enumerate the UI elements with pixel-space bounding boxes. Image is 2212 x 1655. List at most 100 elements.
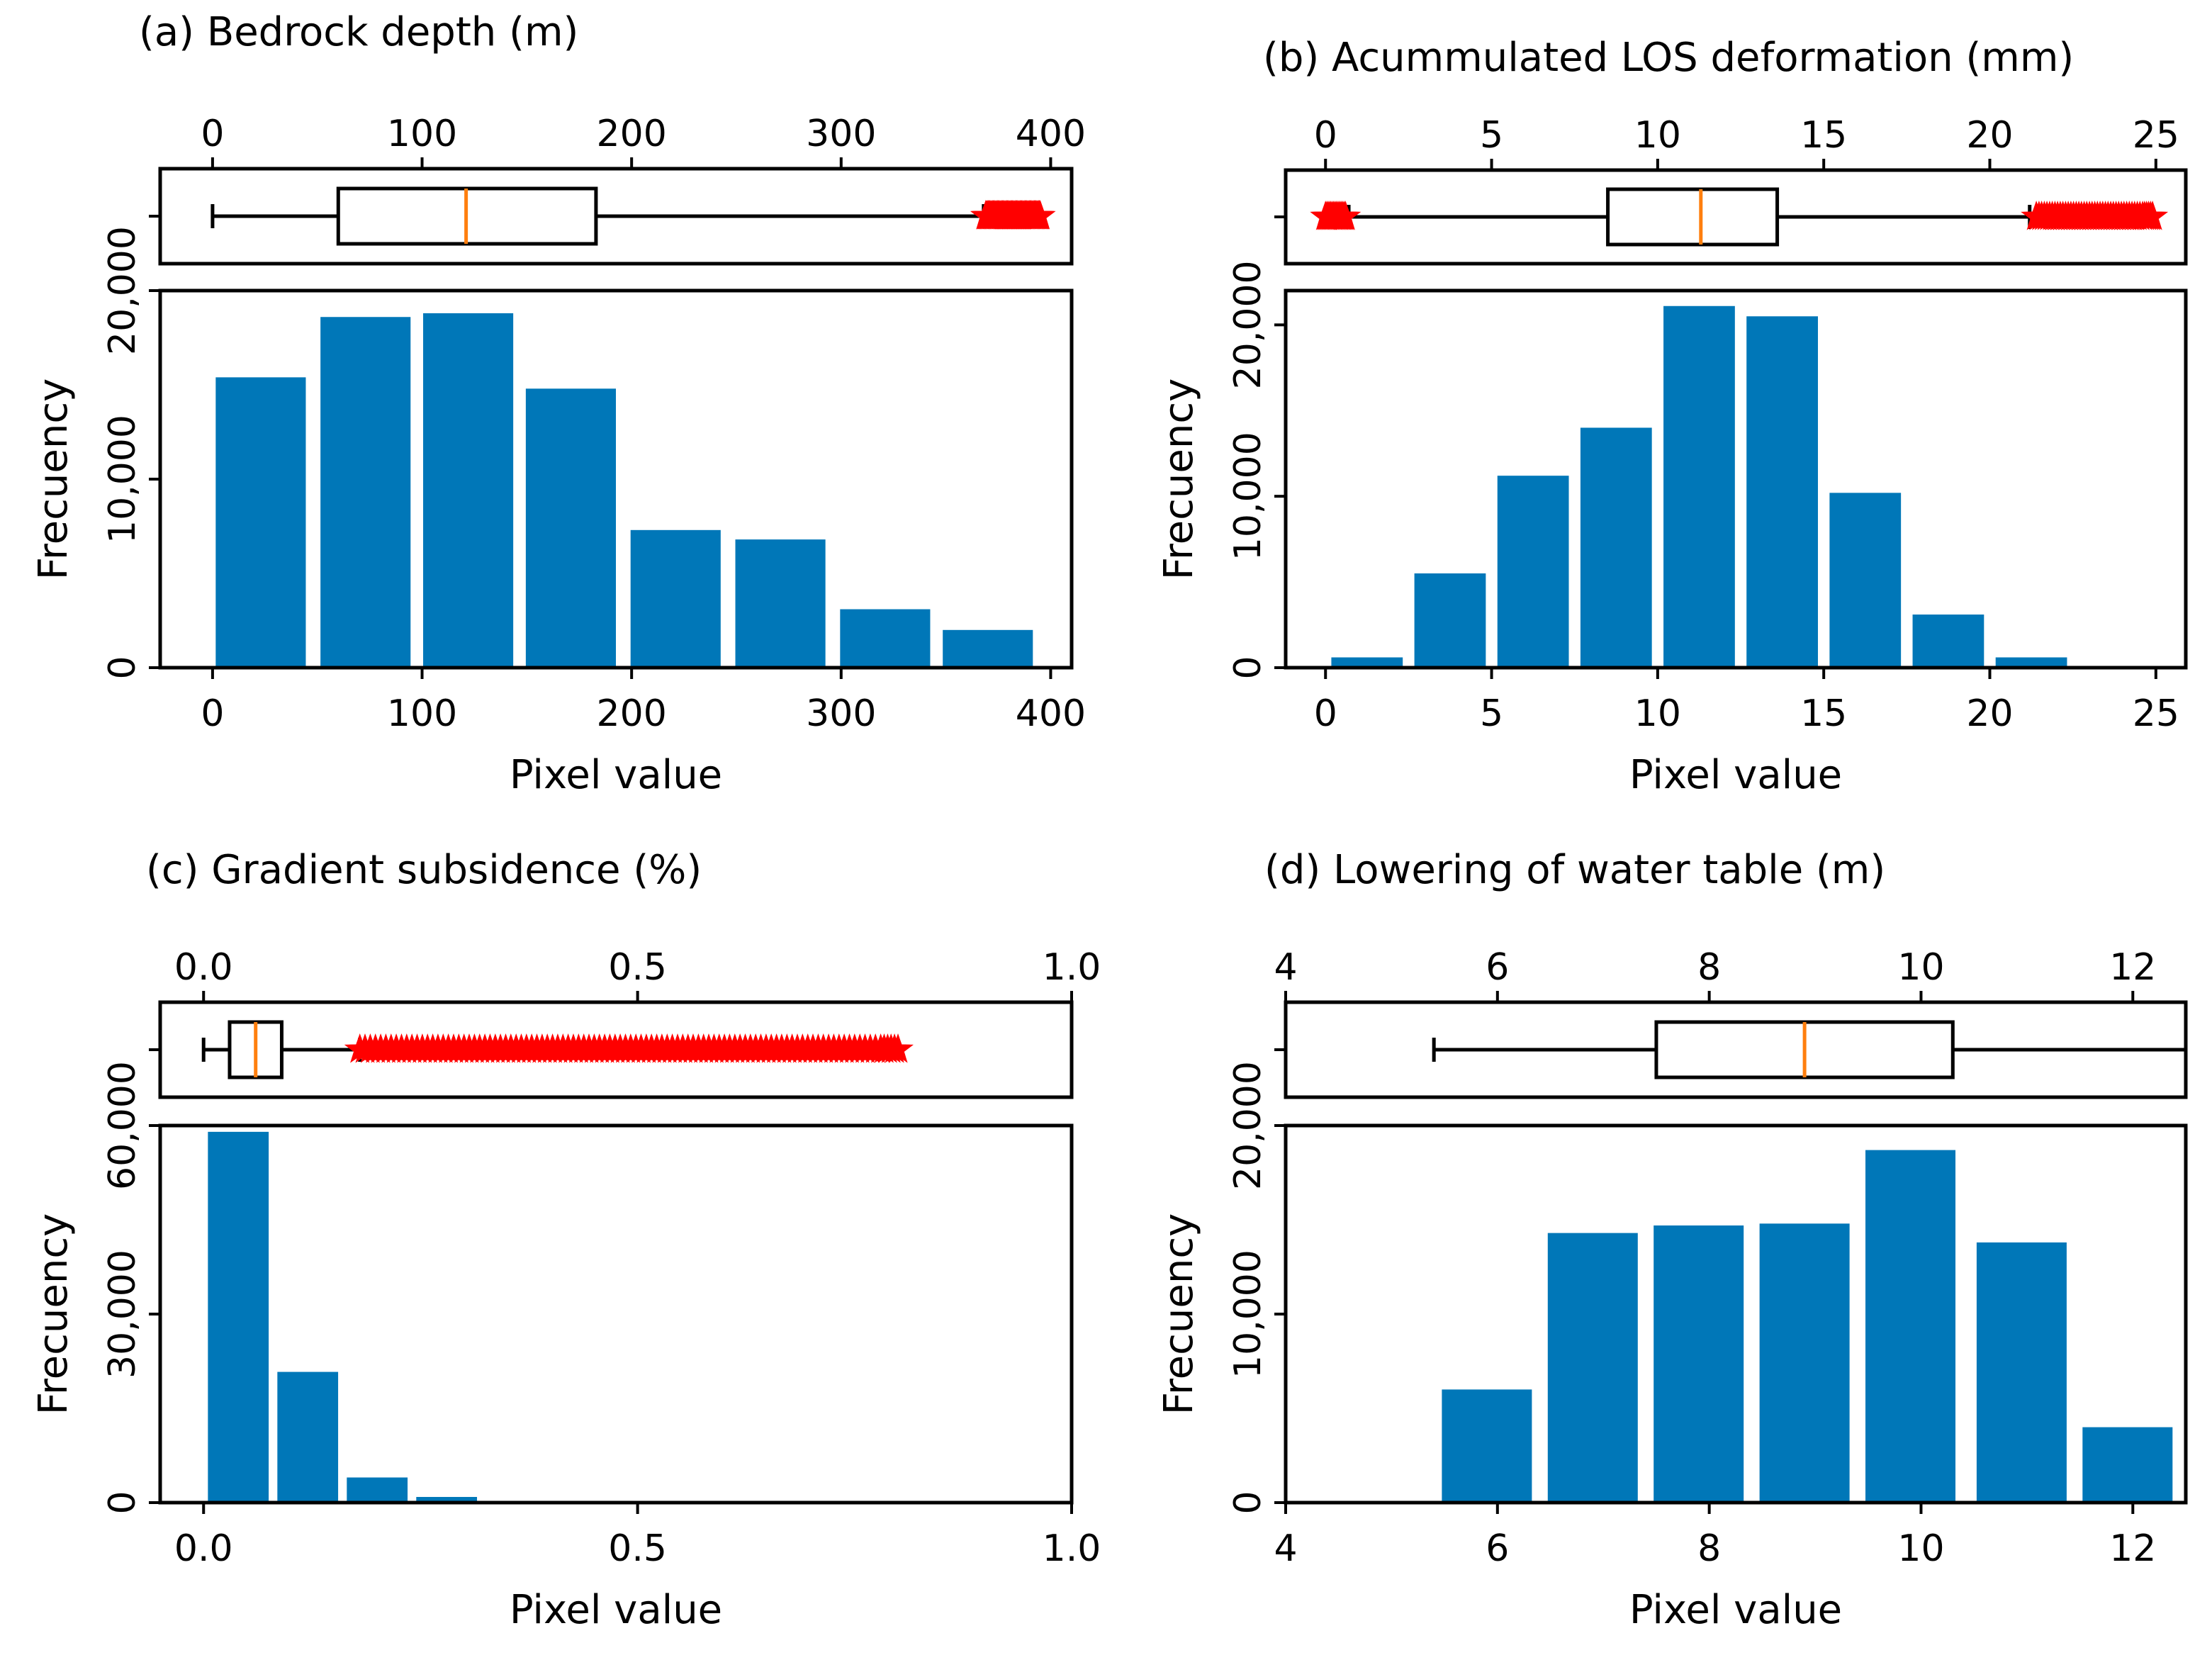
- top-x-tick-label: 300: [806, 113, 876, 155]
- panel-b: (b) Acummulated LOS deformation (mm) 0 5 10…: [1156, 35, 2188, 798]
- histogram-bar: [423, 313, 514, 668]
- histogram-bar: [208, 1131, 269, 1503]
- histogram-bar: [1580, 427, 1652, 668]
- flier-point: [1024, 199, 1056, 230]
- x-tick-label: 200: [597, 692, 667, 735]
- y-tick-label: 10,000: [101, 415, 144, 544]
- y-tick-label: 0: [101, 1491, 144, 1514]
- histogram: 0 100 200 300 400 0 10,000 20,000 Pixel value Fre…: [30, 226, 1086, 798]
- top-x-tick-label: 4: [1274, 946, 1297, 989]
- top-x-tick-label: 0: [1314, 114, 1337, 157]
- y-tick-label: 60,000: [101, 1061, 144, 1190]
- top-x-tick-label: 0: [201, 113, 224, 155]
- x-tick-label: 1.0: [1043, 1527, 1101, 1570]
- y-tick-label: 10,000: [1227, 1250, 1269, 1379]
- top-x-tick-label: 12: [2109, 946, 2156, 989]
- x-tick-label: 5: [1480, 692, 1503, 735]
- y-tick-label: 0: [1227, 1491, 1269, 1514]
- histogram-bar: [320, 317, 411, 668]
- histogram-bar: [735, 539, 826, 668]
- y-axis-label: Frecuency: [1156, 1213, 1202, 1415]
- x-tick-label: 0.5: [608, 1527, 667, 1570]
- histogram-bar: [1829, 493, 1902, 668]
- panel-title: (d) Lowering of water table (m): [1264, 847, 1885, 893]
- x-tick-label: 0: [1314, 692, 1337, 735]
- flier-point: [1330, 200, 1362, 230]
- x-tick-label: 4: [1274, 1527, 1297, 1570]
- x-tick-label: 8: [1697, 1527, 1721, 1570]
- panel-d: (d) Lowering of water table (m) 4 6 8 10 12 4 6…: [1156, 847, 2188, 1633]
- x-tick-label: 0.0: [174, 1527, 233, 1570]
- histogram-bar: [1995, 657, 2067, 668]
- x-axis-label: Pixel value: [1629, 1587, 1842, 1633]
- x-tick-label: 0: [201, 692, 224, 735]
- histogram-frame: [1284, 288, 2188, 670]
- histogram-bar: [1912, 615, 1984, 668]
- y-axis-label: Frecuency: [30, 378, 77, 580]
- histogram-bar: [840, 609, 931, 668]
- top-x-tick-label: 200: [597, 113, 667, 155]
- histogram-bar: [416, 1497, 478, 1503]
- top-x-tick-label: 25: [2133, 114, 2179, 157]
- y-tick-label: 30,000: [101, 1250, 144, 1379]
- x-tick-label: 10: [1897, 1527, 1944, 1570]
- panel-a: (a) Bedrock depth (m) 0 100 200 300 400 0 100 20…: [30, 9, 1086, 798]
- histogram-bar: [943, 629, 1033, 668]
- histogram-bar: [630, 529, 721, 668]
- panel-c: (c) Gradient subsidence (%)0.0 0.5 1.00.0 0…: [30, 847, 1101, 1633]
- x-tick-label: 25: [2133, 692, 2179, 735]
- histogram-bar: [1746, 316, 1818, 668]
- flier-point: [882, 1033, 914, 1063]
- x-tick-label: 20: [1966, 692, 2013, 735]
- y-axis-label: Frecuency: [1156, 378, 1202, 580]
- histogram-bar: [1663, 305, 1735, 668]
- boxplot: 0.0 0.5 1.0: [149, 946, 1101, 1099]
- panel-title: (a) Bedrock depth (m): [139, 9, 578, 55]
- y-tick-label: 20,000: [1227, 1061, 1269, 1190]
- top-x-tick-label: 0.0: [174, 946, 233, 989]
- y-tick-label: 20,000: [1227, 260, 1269, 389]
- x-tick-label: 400: [1016, 692, 1086, 735]
- panel-title: (b) Acummulated LOS deformation (mm): [1263, 35, 2074, 81]
- top-x-tick-label: 5: [1480, 114, 1503, 157]
- top-x-tick-label: 10: [1897, 946, 1944, 989]
- x-tick-label: 12: [2109, 1527, 2156, 1570]
- y-axis-label: Frecuency: [30, 1213, 77, 1415]
- y-tick-label: 0: [1227, 656, 1269, 679]
- histogram-bar: [1497, 476, 1569, 668]
- x-tick-label: 100: [387, 692, 457, 735]
- y-tick-label: 10,000: [1227, 432, 1269, 561]
- histogram-bar: [277, 1371, 339, 1503]
- top-x-tick-label: 8: [1697, 946, 1721, 989]
- histogram-bar: [1654, 1225, 1744, 1503]
- top-x-tick-label: 100: [387, 113, 457, 155]
- boxplot: 4 6 8 10 12: [1274, 946, 2188, 1099]
- histogram-bar: [1414, 573, 1486, 668]
- top-x-tick-label: 6: [1486, 946, 1509, 989]
- histogram-bar: [2082, 1427, 2173, 1503]
- y-tick-label: 0: [101, 656, 144, 679]
- x-axis-label: Pixel value: [510, 752, 722, 798]
- histogram-bar: [1759, 1223, 1850, 1503]
- histogram-bar: [1976, 1242, 2067, 1503]
- panel-title: (c) Gradient subsidence (%): [146, 847, 702, 893]
- top-x-tick-label: 0.5: [608, 946, 667, 989]
- x-tick-label: 6: [1486, 1527, 1509, 1570]
- fliers: [970, 199, 1056, 230]
- histogram: 0 5 10 15 20 25 0 10,000 20,000 Pixel value Frecue…: [1156, 260, 2188, 798]
- histogram-bar: [1331, 657, 1403, 668]
- histogram-bar: [525, 388, 616, 668]
- top-x-tick-label: 20: [1966, 114, 2013, 157]
- x-axis-label: Pixel value: [510, 1587, 722, 1633]
- fliers: [1310, 200, 2169, 230]
- top-x-tick-label: 1.0: [1043, 946, 1101, 989]
- x-tick-label: 300: [806, 692, 876, 735]
- boxplot: 0 100 200 300 400: [149, 113, 1086, 266]
- top-x-tick-label: 10: [1634, 114, 1681, 157]
- histogram-bar: [1442, 1389, 1532, 1503]
- x-axis-label: Pixel value: [1629, 752, 1842, 798]
- fliers: [344, 1033, 914, 1063]
- histogram: 4 6 8 10 12 0 10,000 20,000 Pixel value Frecuency: [1156, 1061, 2188, 1633]
- top-x-tick-label: 400: [1016, 113, 1086, 155]
- histogram: 0.0 0.5 1.0 0 30,000 60,000 Pixel value Frecuen…: [30, 1061, 1101, 1633]
